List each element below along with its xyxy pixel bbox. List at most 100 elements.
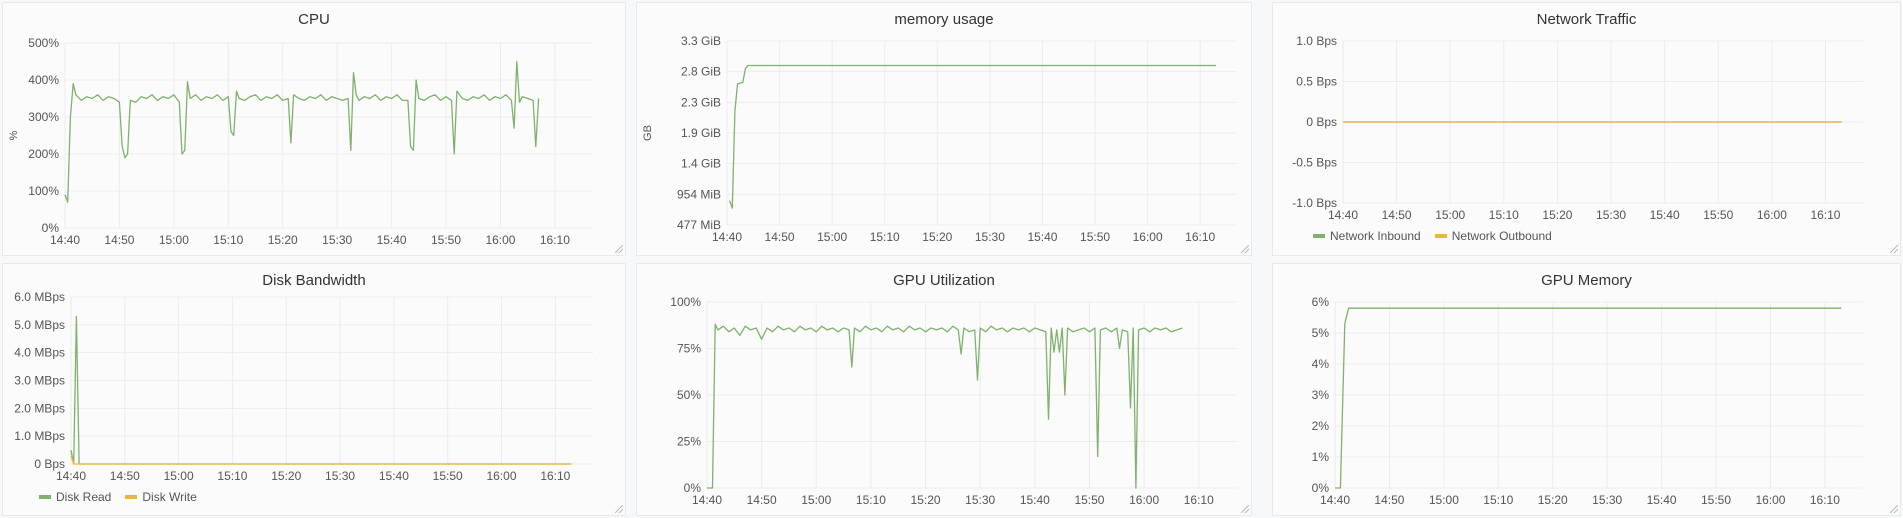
y-tick-label: 4% <box>1312 357 1330 371</box>
y-tick-label: 1.0 Bps <box>1296 34 1337 48</box>
x-tick-label: 15:40 <box>1647 493 1677 507</box>
x-tick-label: 15:30 <box>325 469 355 483</box>
legend-label: Network Inbound <box>1330 229 1421 243</box>
y-tick-label: 25% <box>677 435 701 449</box>
y-tick-label: 3.3 GiB <box>681 34 721 48</box>
y-tick-label: 3.0 MBps <box>14 374 65 388</box>
legend: Network Inbound Network Outbound <box>1313 229 1552 243</box>
y-tick-label: 400% <box>28 73 59 87</box>
y-tick-label: 75% <box>677 342 701 356</box>
x-tick-label: 16:10 <box>540 233 570 247</box>
y-tick-label: 6% <box>1312 295 1330 309</box>
y-tick-label: 5% <box>1312 326 1330 340</box>
y-tick-label: 1.4 GiB <box>681 157 721 171</box>
y-tick-label: 300% <box>28 110 59 124</box>
y-tick-label: 500% <box>28 36 59 50</box>
x-tick-label: 15:00 <box>1435 208 1465 222</box>
legend-item-network-inbound[interactable]: Network Inbound <box>1313 229 1421 243</box>
x-tick-label: 15:30 <box>1596 208 1626 222</box>
series-line-2 <box>70 455 572 465</box>
x-tick-label: 15:10 <box>856 493 886 507</box>
x-tick-label: 16:00 <box>485 233 515 247</box>
x-tick-label: 15:50 <box>1080 230 1110 244</box>
panel-title[interactable]: Disk Bandwidth <box>262 272 366 289</box>
panel-title[interactable]: Network Traffic <box>1536 11 1637 28</box>
resize-handle[interactable] <box>1890 245 1898 253</box>
x-tick-label: 16:00 <box>1129 493 1159 507</box>
x-tick-label: 15:00 <box>159 233 189 247</box>
series-line-1 <box>1335 307 1842 489</box>
x-tick-label: 14:50 <box>1374 493 1404 507</box>
y-tick-label: 100% <box>28 184 59 198</box>
x-tick-label: 16:00 <box>1133 230 1163 244</box>
x-tick-label: 16:10 <box>540 469 570 483</box>
x-tick-label: 16:00 <box>486 469 516 483</box>
x-tick-label: 16:00 <box>1757 208 1787 222</box>
x-tick-label: 15:50 <box>1074 493 1104 507</box>
y-tick-label: -1.0 Bps <box>1292 196 1337 210</box>
y-tick-label: 0% <box>1312 481 1330 495</box>
x-tick-label: 16:10 <box>1184 493 1214 507</box>
panel-title[interactable]: CPU <box>298 11 330 28</box>
x-tick-label: 15:50 <box>1703 208 1733 222</box>
x-tick-label: 16:10 <box>1810 493 1840 507</box>
y-tick-label: 2.8 GiB <box>681 65 721 79</box>
x-tick-label: 14:50 <box>104 233 134 247</box>
resize-handle[interactable] <box>1241 505 1249 513</box>
x-tick-label: 14:50 <box>110 469 140 483</box>
memory-chart: 477 MiB 954 MiB 1.4 GiB 1.9 GiB 2.3 GiB 2.8 G… <box>642 34 1237 244</box>
legend-swatch <box>1434 234 1447 238</box>
legend-swatch <box>1313 234 1325 238</box>
y-tick-label: 6.0 MBps <box>14 290 65 304</box>
gpu-memory-chart: 0% 1% 2% 3% 4% 5% 6% 14:40 14:50 15:00 15:10 15:20 1… <box>1312 295 1863 507</box>
x-tick-label: 15:50 <box>431 233 461 247</box>
x-tick-label: 15:40 <box>1650 208 1680 222</box>
y-tick-label: 0% <box>42 221 60 235</box>
x-tick-label: 15:10 <box>213 233 243 247</box>
resize-handle[interactable] <box>615 505 623 513</box>
panel-title[interactable]: GPU Memory <box>1541 272 1632 289</box>
resize-handle[interactable] <box>1890 505 1898 513</box>
y-tick-label: 5.0 MBps <box>14 318 65 332</box>
x-tick-label: 14:40 <box>1328 208 1358 222</box>
x-tick-label: 15:30 <box>322 233 352 247</box>
legend-swatch <box>39 495 51 499</box>
y-tick-label: 1% <box>1312 450 1330 464</box>
legend-label: Network Outbound <box>1451 229 1552 243</box>
y-tick-label: 1.0 MBps <box>14 429 65 443</box>
series-line-1 <box>64 60 540 203</box>
x-tick-label: 14:50 <box>747 493 777 507</box>
panel-title[interactable]: GPU Utilization <box>893 272 995 289</box>
series-line-1 <box>70 315 572 465</box>
series-line-1 <box>728 64 1216 209</box>
legend-item-network-outbound[interactable]: Network Outbound <box>1434 229 1552 243</box>
legend-item-disk-write[interactable]: Disk Write <box>125 490 197 504</box>
panel-title[interactable]: memory usage <box>894 11 994 28</box>
x-tick-label: 15:30 <box>965 493 995 507</box>
x-tick-label: 14:50 <box>765 230 795 244</box>
y-tick-label: 1.9 GiB <box>681 126 721 140</box>
x-tick-label: 15:40 <box>377 233 407 247</box>
y-axis-label: % <box>8 130 20 140</box>
y-tick-label: 2% <box>1312 419 1330 433</box>
x-tick-label: 15:20 <box>911 493 941 507</box>
y-tick-label: 0 Bps <box>34 457 65 471</box>
resize-handle[interactable] <box>1241 245 1249 253</box>
y-tick-label: 50% <box>677 388 701 402</box>
legend-swatch <box>125 495 138 499</box>
x-tick-label: 15:40 <box>379 469 409 483</box>
x-tick-label: 15:20 <box>271 469 301 483</box>
network-chart: -1.0 Bps -0.5 Bps 0 Bps 0.5 Bps 1.0 Bps 14:40… <box>1292 34 1863 222</box>
resize-handle[interactable] <box>615 245 623 253</box>
cpu-panel: CPU 0% 100% 200% 300% 400% 500% 14:40 14:50 15:0… <box>2 2 626 256</box>
gpu-utilization-panel: GPU Utilization 0% 25% 50% 75% 100% 14:40 14:5… <box>636 263 1252 516</box>
y-tick-label: 0 Bps <box>1306 115 1337 129</box>
cpu-chart: 0% 100% 200% 300% 400% 500% 14:40 14:50 15:00 15:… <box>8 36 593 247</box>
legend-item-disk-read[interactable]: Disk Read <box>39 490 111 504</box>
disk-bandwidth-chart: 0 Bps 1.0 MBps 2.0 MBps 3.0 MBps 4.0 MBps 5.0… <box>14 290 593 483</box>
x-tick-label: 15:40 <box>1020 493 1050 507</box>
x-tick-label: 15:10 <box>1483 493 1513 507</box>
x-tick-label: 15:20 <box>268 233 298 247</box>
x-tick-label: 14:40 <box>692 493 722 507</box>
x-tick-label: 15:30 <box>975 230 1005 244</box>
